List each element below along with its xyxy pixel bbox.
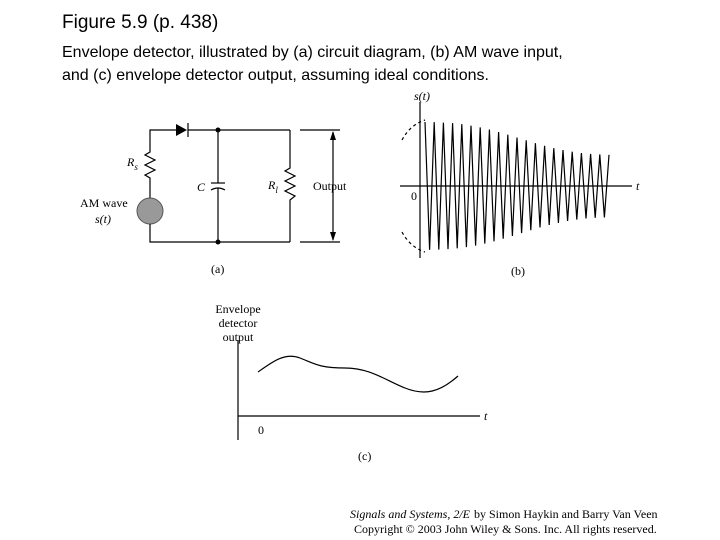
title: Figure 5.9 (p. 438) — [62, 12, 218, 33]
subscript: s — [134, 162, 138, 172]
axis-label: Envelope — [215, 302, 260, 316]
source-label: AM wave — [80, 196, 128, 210]
panel-label: (c) — [358, 449, 371, 463]
footer-copyright: Copyright © 2003 John Wiley & Sons. Inc.… — [354, 522, 657, 536]
source-label: s(t) — [95, 212, 111, 226]
circuit — [136, 123, 340, 245]
book-title: Signals and Systems, 2/E — [350, 507, 471, 521]
footer-credit: Signals and Systems, 2/E by Simon Haykin … — [350, 507, 658, 521]
subscript: l — [275, 185, 278, 195]
arrowhead — [330, 131, 336, 140]
arrowhead — [330, 232, 336, 241]
wire — [149, 129, 176, 148]
output-label: Output — [313, 179, 347, 193]
caption: Envelope detector, illustrated by (a) ci… — [62, 44, 563, 61]
origin-label: 0 — [258, 423, 264, 437]
origin-label: 0 — [411, 189, 417, 203]
envelope-output — [257, 355, 459, 393]
wire — [149, 224, 290, 243]
axis-label: detector — [219, 316, 258, 330]
diode — [176, 124, 187, 136]
axis-label: t — [484, 409, 488, 423]
symbol: R — [126, 155, 135, 169]
resistor — [283, 130, 297, 242]
axis-label: t — [636, 179, 640, 193]
am-wave — [424, 121, 610, 250]
node — [215, 239, 221, 245]
envelope — [401, 119, 426, 141]
axis-label: output — [223, 330, 254, 344]
node — [215, 127, 221, 133]
symbol: R — [267, 178, 276, 192]
c-label: C — [197, 180, 206, 194]
resistor — [143, 148, 157, 198]
panel-label: (a) — [211, 262, 224, 276]
rs-label: Rs — [126, 155, 138, 172]
source — [136, 197, 164, 225]
caption: and (c) envelope detector output, assumi… — [62, 67, 489, 84]
axis-label: s(t) — [414, 89, 430, 103]
envelope — [401, 231, 426, 253]
panel-label: (b) — [511, 264, 525, 278]
rl-label: Rl — [267, 178, 278, 195]
authors: by Simon Haykin and Barry Van Veen — [474, 507, 658, 521]
